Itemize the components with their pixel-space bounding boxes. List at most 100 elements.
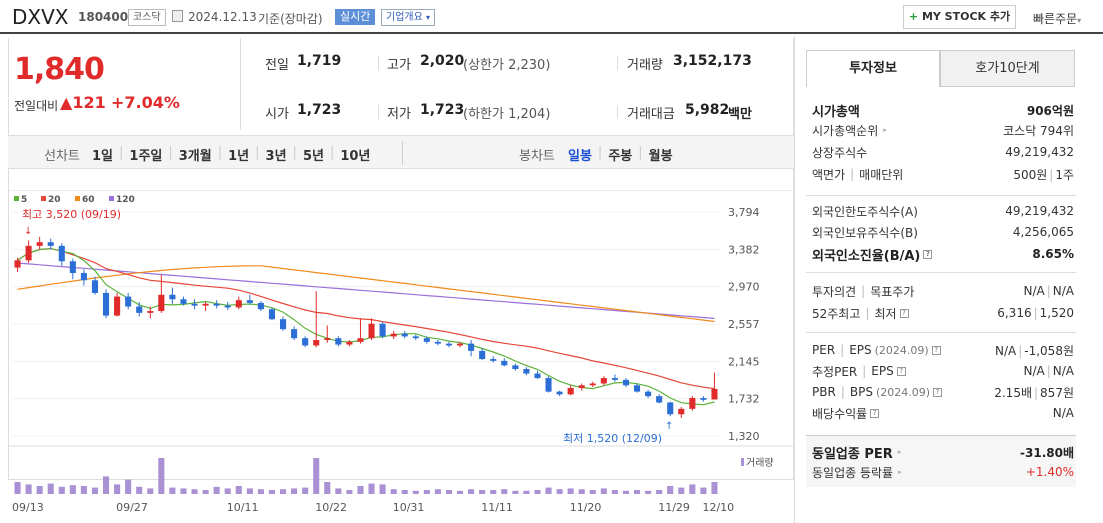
- paren: ): [545, 58, 551, 73]
- chevron-down-icon: ▾: [426, 13, 431, 22]
- ma-legend-swatch: [75, 196, 80, 201]
- volume-bar: [313, 458, 320, 494]
- tab-line-0[interactable]: 1일: [92, 149, 114, 164]
- y-tick-label: 3,794: [728, 206, 760, 219]
- tab-order-book[interactable]: 호가10단계: [940, 50, 1075, 87]
- help-icon[interactable]: ?: [896, 366, 906, 376]
- volume-bar: [667, 486, 674, 494]
- candle-body: [180, 299, 187, 304]
- sector-per-value: -31.80배: [1020, 445, 1074, 460]
- candle-body: [147, 311, 154, 313]
- candle-body: [545, 378, 552, 392]
- panel-divider: [794, 36, 795, 523]
- unit-value: 1주: [1055, 167, 1074, 182]
- separator: |: [1034, 385, 1039, 400]
- tab-line-2[interactable]: 3개월: [178, 149, 212, 164]
- my-stock-add-button[interactable]: + MY STOCK 추가: [903, 5, 1016, 29]
- ma-legend-swatch: [41, 196, 46, 201]
- separator: |: [292, 145, 297, 160]
- tab-candle-2[interactable]: 월봉: [648, 149, 673, 164]
- sector-per-link[interactable]: 동일업종 PER ▸: [812, 443, 901, 462]
- change-label: 전일대비: [14, 99, 59, 113]
- divider: [806, 195, 1076, 196]
- candle-body: [346, 341, 353, 345]
- target-value: N/A: [1052, 284, 1074, 298]
- volume-bar: [158, 458, 165, 494]
- candle-body: [125, 296, 132, 307]
- lower-limit: (하한가 1,204): [463, 103, 550, 122]
- opinion-value: N/A: [1023, 284, 1045, 298]
- ma5-line: [17, 247, 715, 406]
- help-icon[interactable]: ?: [933, 387, 943, 397]
- separator: |: [255, 145, 260, 160]
- company-info-button[interactable]: 기업개요 ▾: [381, 9, 436, 26]
- eps-value: -1,058원: [1024, 343, 1074, 358]
- tab-line-6[interactable]: 10년: [340, 149, 371, 164]
- realtime-button[interactable]: 실시간: [335, 9, 376, 25]
- help-icon[interactable]: ?: [870, 408, 880, 418]
- lower-limit-value: 1,204: [508, 107, 546, 122]
- company-info-label: 기업개요: [386, 12, 423, 23]
- target-label: 목표주가: [870, 284, 915, 299]
- opinion-label: 투자의견: [812, 284, 857, 299]
- x-tick-label: 11/20: [570, 501, 602, 514]
- volume-bar: [36, 486, 43, 494]
- candle-body: [479, 350, 486, 360]
- separator: |: [840, 385, 845, 399]
- divider: [617, 56, 618, 70]
- volume-bar: [645, 490, 652, 494]
- divider: [240, 38, 241, 130]
- candle-body: [611, 378, 618, 380]
- market-tag: 코스닥: [128, 9, 166, 26]
- max-annotation: 최고 3,520 (09/19): [22, 208, 121, 221]
- candle-chart-tabs: 일봉 | 주봉 | 월봉: [568, 145, 673, 164]
- per-label: PER: [812, 343, 836, 357]
- ma-legend-label: 5: [21, 195, 27, 205]
- x-tick-label: 10/31: [393, 501, 425, 514]
- volume-bar: [291, 488, 298, 494]
- divider: [806, 272, 1076, 273]
- candle-body: [368, 323, 375, 339]
- tab-line-1[interactable]: 1주일: [129, 149, 163, 164]
- tab-invest-info[interactable]: 투자정보: [806, 50, 940, 87]
- volume-bar: [368, 483, 375, 494]
- tab-candle-0[interactable]: 일봉: [568, 149, 592, 164]
- separator: |: [1046, 284, 1051, 298]
- help-icon[interactable]: ?: [931, 345, 941, 355]
- amount-label: 거래대금: [627, 107, 675, 122]
- help-icon[interactable]: ?: [899, 308, 909, 318]
- volume-bar: [279, 489, 287, 494]
- candle-body: [523, 368, 530, 374]
- separator: |: [861, 284, 866, 298]
- plus-icon: +: [908, 10, 919, 23]
- y-tick-label: 2,145: [728, 355, 760, 368]
- cap-rank-link[interactable]: 시가총액순위 ▸: [812, 122, 887, 139]
- high-label: 고가: [387, 58, 411, 73]
- tab-line-4[interactable]: 3년: [265, 149, 287, 164]
- unit-label: 매매단위: [859, 167, 904, 182]
- volume-bar: [191, 489, 198, 494]
- separator: |: [1018, 343, 1023, 358]
- foreign-hold-label: 외국인보유주식수(B): [812, 225, 918, 240]
- quick-order-button[interactable]: 빠른주문▾: [1033, 10, 1081, 27]
- volume-bar: [412, 490, 419, 494]
- candle-body: [91, 280, 99, 293]
- upper-limit: (상한가 2,230): [463, 54, 550, 73]
- per-value: N/A: [994, 343, 1017, 358]
- volume-bar: [357, 486, 364, 494]
- sector-rate-link[interactable]: 동일업종 등락률 ▸: [812, 464, 902, 481]
- tab-candle-1[interactable]: 주봉: [608, 149, 633, 164]
- volume-bar: [14, 482, 21, 494]
- candle-body: [578, 385, 585, 389]
- tab-line-5[interactable]: 5년: [302, 149, 324, 164]
- help-icon[interactable]: ?: [923, 249, 933, 259]
- volume-bar: [80, 486, 87, 494]
- separator: |: [850, 167, 855, 181]
- tab-line-3[interactable]: 1년: [228, 149, 250, 164]
- prev-label: 전일: [265, 58, 289, 73]
- upper-limit-label: (상한가: [463, 58, 504, 73]
- lower-limit-label: (하한가: [463, 107, 504, 122]
- candle-body: [468, 343, 475, 351]
- candle-chart-label: 봉차트: [519, 149, 555, 164]
- candle-body: [102, 292, 110, 316]
